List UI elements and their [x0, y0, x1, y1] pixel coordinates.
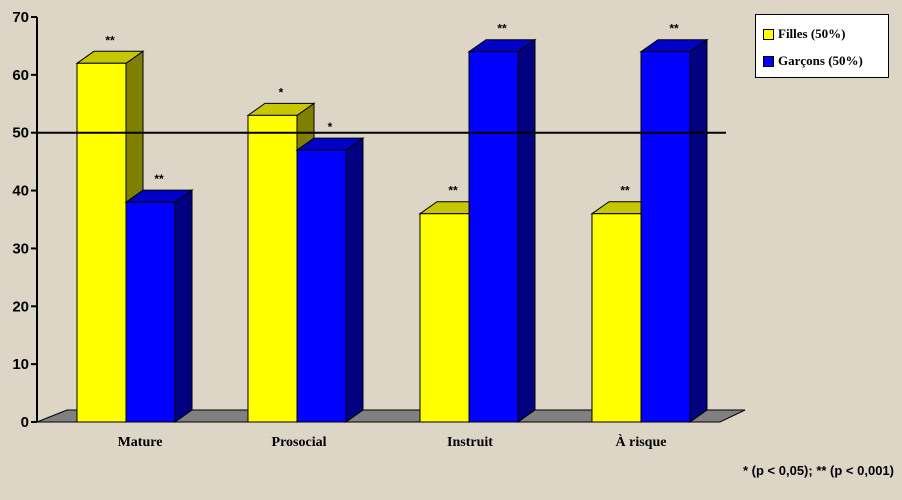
y-tick-label-20: 20	[12, 298, 29, 315]
y-tick-label-10: 10	[12, 356, 29, 373]
legend-item-garcons: Garçons (50%)	[763, 53, 863, 69]
y-tick-label-70: 70	[12, 9, 29, 26]
legend: Filles (50%) Garçons (50%)	[755, 14, 889, 78]
legend-swatch-filles	[763, 28, 774, 40]
x-tick-label-a-risque: À risque	[616, 433, 667, 450]
x-tick-label-prosocial: Prosocial	[272, 435, 327, 450]
bar-instruit-filles	[419, 213, 470, 423]
significance-label-instruit-filles: **	[448, 184, 458, 198]
significance-footnote: * (p < 0,05); ** (p < 0,001)	[742, 463, 894, 478]
x-tick-label-instruit: Instruit	[447, 435, 493, 450]
bar-side-prosocial-garcons	[345, 137, 364, 423]
bar-side-mature-garcons	[174, 189, 193, 423]
y-tick-label-50: 50	[12, 125, 29, 142]
legend-label-filles: Filles (50%)	[778, 26, 846, 41]
x-tick-label-mature: Mature	[118, 435, 163, 450]
significance-label-a-risque-filles: **	[620, 184, 630, 198]
y-tick-label-0: 0	[21, 414, 29, 431]
legend-item-filles: Filles (50%)	[763, 26, 846, 42]
bar-mature-garcons	[125, 201, 176, 423]
significance-label-mature-filles: **	[105, 33, 115, 47]
significance-label-a-risque-garcons: **	[669, 22, 679, 36]
significance-label-instruit-garcons: **	[497, 22, 507, 36]
bar-side-instruit-garcons	[517, 38, 536, 423]
significance-label-mature-garcons: **	[154, 172, 164, 186]
bar-instruit-garcons	[468, 51, 519, 423]
y-tick-label-40: 40	[12, 183, 29, 200]
bar-a-risque-filles	[591, 213, 642, 423]
legend-swatch-garcons	[763, 55, 774, 67]
bar-a-risque-garcons	[640, 51, 691, 423]
y-tick-label-30: 30	[12, 240, 29, 257]
significance-label-prosocial-filles: *	[279, 85, 284, 99]
legend-label-garcons: Garçons (50%)	[778, 53, 863, 68]
significance-label-prosocial-garcons: *	[328, 120, 333, 134]
bar-mature-filles	[76, 62, 127, 423]
bar-side-a-risque-garcons	[689, 38, 708, 423]
y-tick-label-60: 60	[12, 67, 29, 84]
bar-prosocial-filles	[247, 114, 298, 423]
bar-prosocial-garcons	[296, 149, 347, 423]
